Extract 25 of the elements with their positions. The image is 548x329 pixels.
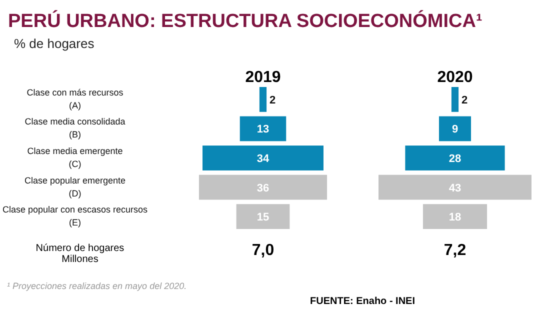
data-label: 43 xyxy=(448,182,462,194)
data-label: 13 xyxy=(256,124,270,136)
category-label: Clase media consolidada (B) xyxy=(24,116,126,140)
text: 7,2 xyxy=(444,242,466,259)
text: 2020 xyxy=(437,69,473,86)
data-label: 28 xyxy=(448,153,462,165)
data-label: 34 xyxy=(256,153,270,165)
category-label: Clase con más recursos (A) xyxy=(26,87,124,110)
data-label: 2 xyxy=(270,94,276,106)
data-label: 9 xyxy=(452,124,458,136)
data-label: 15 xyxy=(256,212,270,224)
category-label: Clase popular emergente (D) xyxy=(24,175,126,198)
category-label: Clase media emergente (C) xyxy=(27,146,123,169)
text: Millones xyxy=(62,254,98,265)
text: ¹ Proyecciones realizadas en mayo del 2020. xyxy=(7,281,187,291)
text: Número de hogares xyxy=(36,243,124,254)
data-label: 18 xyxy=(448,212,462,224)
text: 2019 xyxy=(245,69,281,86)
source-note: FUENTE: Enaho - INEI xyxy=(310,296,416,307)
category-label: Clase popular con escasos recursos (E) xyxy=(2,204,148,228)
data-label: 36 xyxy=(256,182,270,194)
text: PERÚ URBANO: ESTRUCTURA SOCIOECONÓMICA¹ xyxy=(8,10,482,32)
text: % de hogares xyxy=(14,36,95,51)
text: 7,0 xyxy=(252,242,274,259)
data-label: 2 xyxy=(462,94,468,106)
